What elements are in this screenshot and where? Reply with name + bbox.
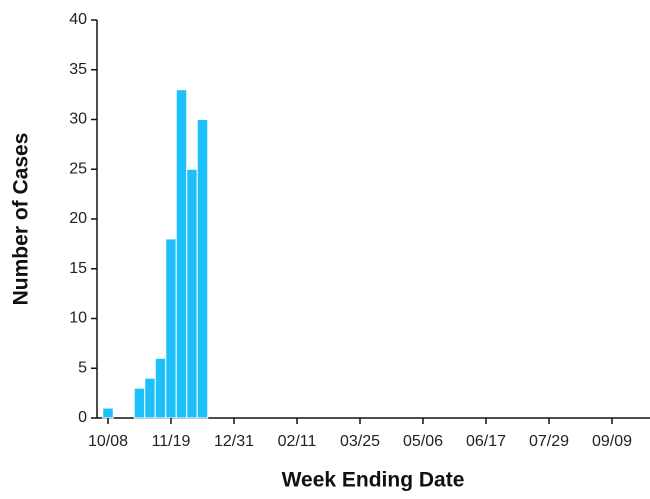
bar <box>186 168 198 419</box>
x-tick-label: 05/06 <box>403 433 443 450</box>
y-tick-label: 10 <box>69 310 87 327</box>
x-tick-label: 09/09 <box>592 433 632 450</box>
bar <box>102 407 114 419</box>
bar <box>133 387 146 419</box>
bar <box>154 357 167 419</box>
x-tick-label: 02/11 <box>278 433 317 450</box>
bar <box>196 119 209 419</box>
bar <box>165 238 177 419</box>
x-tick-label: 12/31 <box>214 433 254 450</box>
x-tick-label: 07/29 <box>529 433 569 450</box>
bar <box>144 377 156 419</box>
bar <box>175 89 188 419</box>
y-axis-title: Number of Cases <box>10 133 33 306</box>
y-tick-label: 30 <box>69 111 87 128</box>
x-axis-title: Week Ending Date <box>282 469 465 492</box>
y-tick-label: 15 <box>69 260 87 277</box>
y-tick-label: 35 <box>69 61 87 78</box>
y-tick-label: 0 <box>78 409 87 426</box>
x-tick-label: 11/19 <box>152 433 191 450</box>
y-tick-label: 25 <box>69 160 87 177</box>
y-tick-label: 5 <box>78 359 87 376</box>
x-tick-label: 03/25 <box>340 433 380 450</box>
y-tick-label: 20 <box>69 210 87 227</box>
x-tick-label: 10/08 <box>88 433 128 450</box>
y-tick-label: 40 <box>69 11 87 28</box>
x-tick-label: 06/17 <box>466 433 506 450</box>
